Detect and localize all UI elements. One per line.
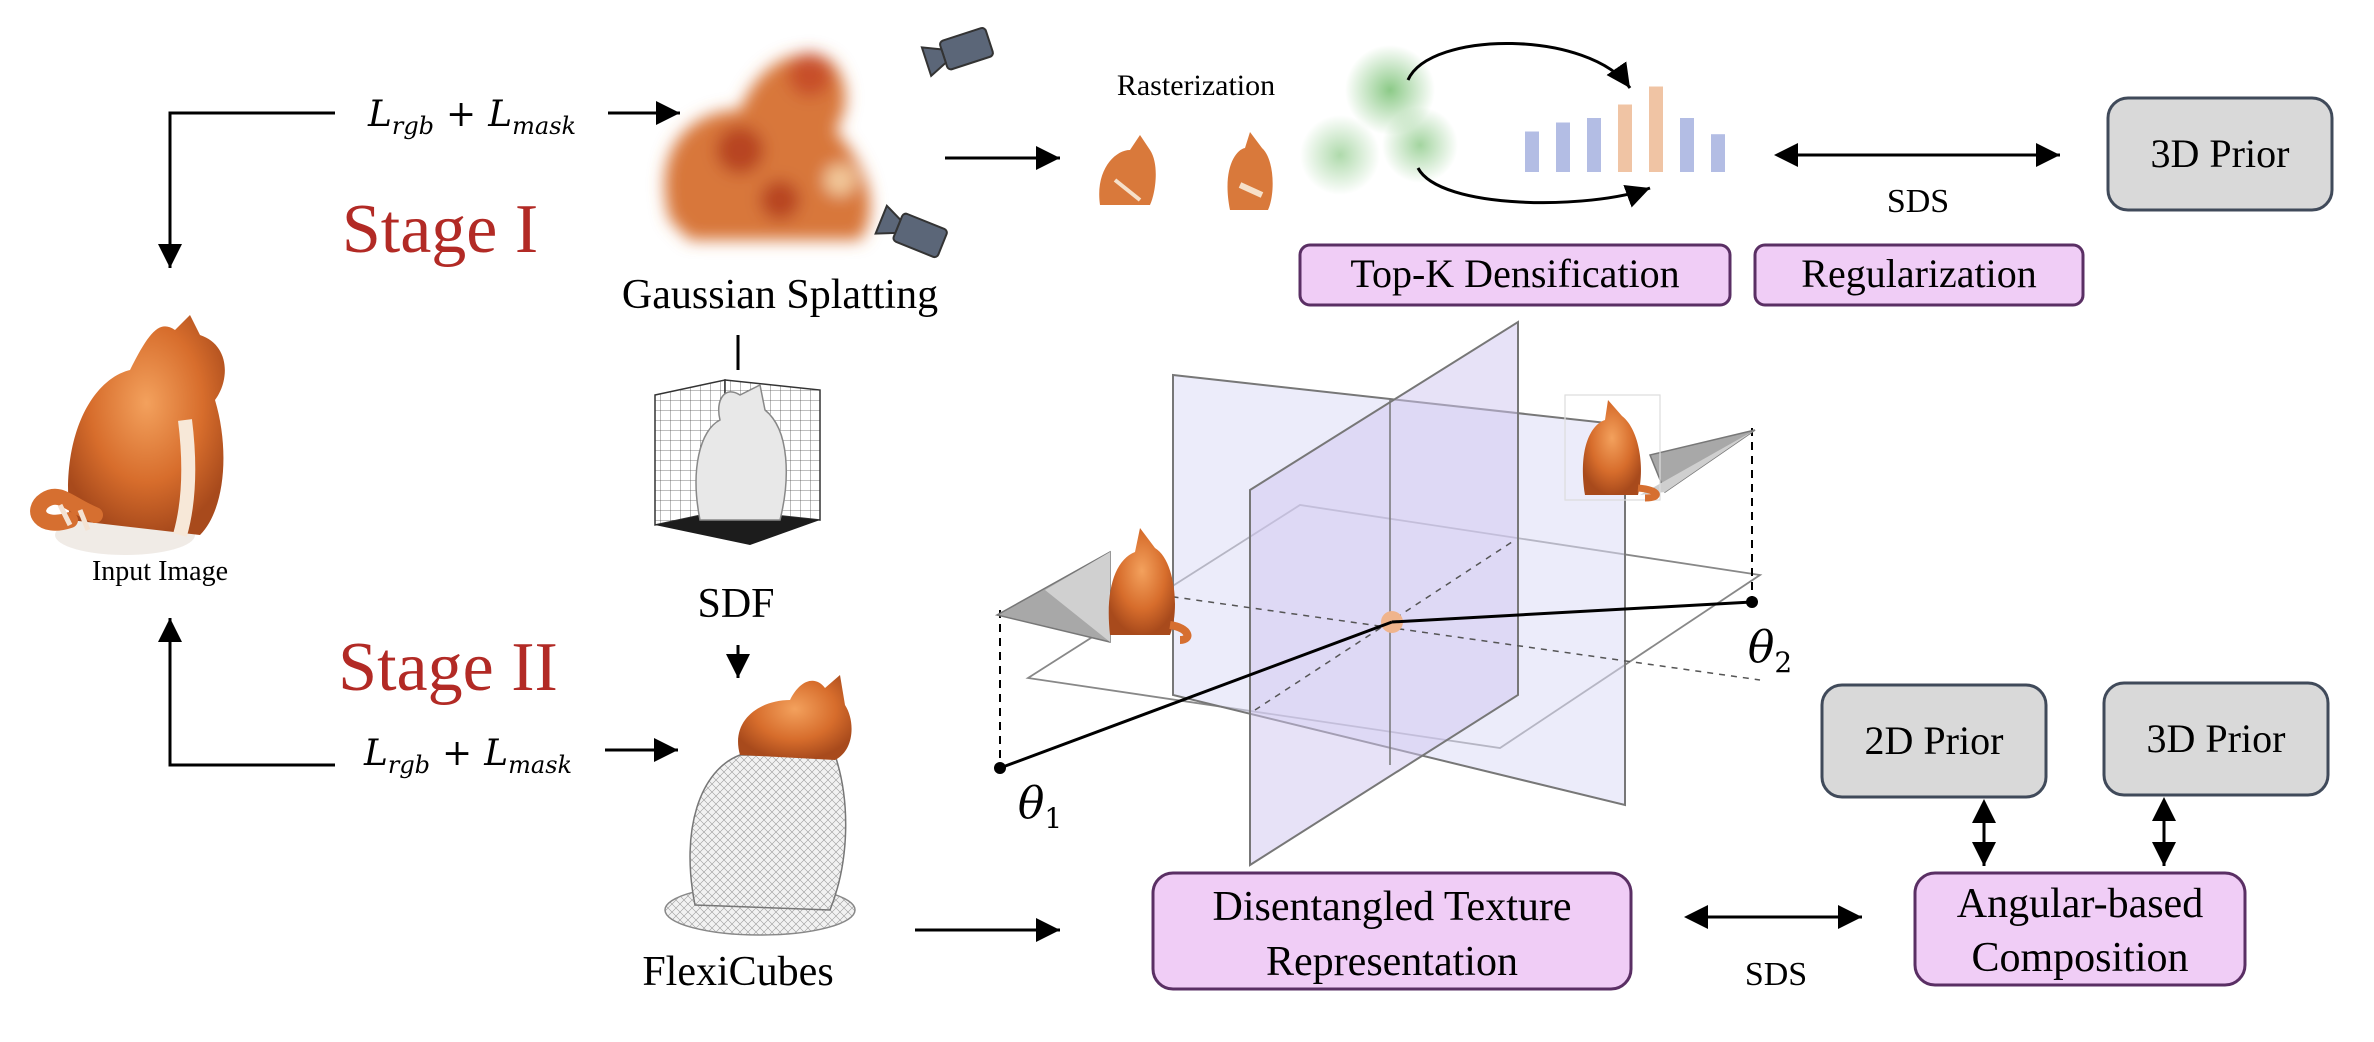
dtr-line2: Representation [1266,939,1518,985]
dtr-line1: Disentangled Texture [1212,884,1571,930]
theta2-label: θ2 [1748,622,1792,679]
densify-curve-top [1406,41,1632,89]
gaussian-splatting-label: Gaussian Splatting [622,272,938,318]
input-image-cat [30,315,225,555]
stage1-loss-formula: Lrgb + Lmask [367,94,576,140]
stage2-title: Stage II [338,629,558,706]
stage2-2d-prior-box [1820,683,2048,799]
composition-line2: Composition [1971,935,2188,981]
histogram-bar [1680,118,1694,172]
stage2-3d-prior-label: 3D Prior [2147,716,2286,761]
histogram-bar [1587,118,1601,172]
densify-curve-bottom [1416,167,1651,208]
stage2-loss-arrows [158,618,678,767]
density-histogram [1525,86,1725,172]
flexicubes-cat [664,675,856,936]
gaussian-blobs [1300,45,1458,195]
camera-icon [920,27,994,78]
regularization-box [1753,243,2085,307]
rasterization-label: Rasterization [1117,69,1275,102]
topk-densification-box [1298,243,1732,307]
angular-composition-box [1913,871,2247,987]
stage2-2d-prior-label: 2D Prior [1865,718,2004,763]
stage1-title: Stage I [342,191,538,268]
sdf-label: SDF [697,581,774,627]
theta-lines [999,428,1753,770]
view-cat-left [1108,528,1192,644]
composition-line1: Angular-based [1957,881,2203,927]
histogram-bar [1649,86,1663,172]
disentangled-texture-box [1151,871,1633,991]
histogram-bar [1556,122,1570,172]
stage1-sds-label: SDS [1887,183,1949,220]
rasterized-cat-1 [1099,135,1156,205]
stage2-loss-formula: Lrgb + Lmask [363,733,572,779]
sdf-grid-visual [654,379,821,545]
topk-densification-label: Top-K Densification [1350,251,1679,296]
theta1-label: θ1 [1018,778,1062,835]
flexicubes-label: FlexiCubes [642,949,833,995]
stage1-loss-arrows [158,101,680,268]
theta2-point [1746,596,1758,608]
stage1-3d-prior-box [2106,96,2334,212]
theta1-point [994,762,1006,774]
stage1-3d-prior-label: 3D Prior [2151,131,2290,176]
stage2-3d-prior-box [2102,681,2330,797]
angular-planes-visual [1025,320,1763,867]
view-cat-right [1564,394,1661,502]
histogram-bar [1525,131,1539,172]
camera-icon [874,203,948,259]
histogram-bar [1618,104,1632,172]
rasterized-cat-2 [1227,132,1273,210]
gaussian-splatting-cat [664,53,871,241]
view-camera-left [994,550,1111,643]
histogram-bar [1711,134,1725,172]
regularization-label: Regularization [1801,251,2036,296]
input-image-label: Input Image [92,556,228,587]
view-camera-right [1640,429,1756,495]
stage2-sds-label: SDS [1745,956,1807,993]
